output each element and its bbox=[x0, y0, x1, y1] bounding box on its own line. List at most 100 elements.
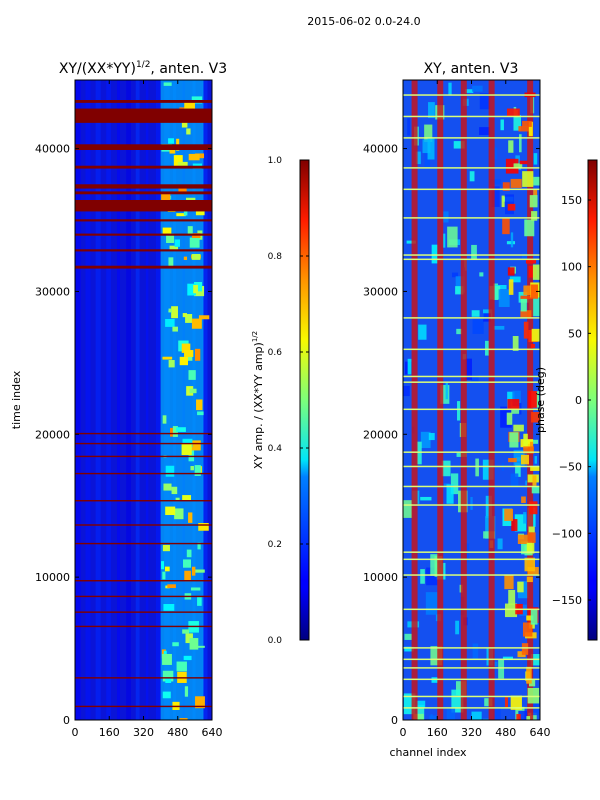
phase-texture-cell bbox=[420, 431, 431, 449]
amplitude-high-cell bbox=[169, 245, 179, 251]
phase-texture-cell bbox=[470, 375, 479, 384]
amplitude-high-cell bbox=[194, 569, 205, 573]
phase-xtick-label: 160 bbox=[427, 726, 448, 739]
amplitude-high-cell bbox=[194, 348, 201, 361]
phase-texture-cell bbox=[500, 406, 512, 428]
amplitude-saturated-band bbox=[75, 524, 212, 526]
amplitude-high-cell bbox=[164, 566, 170, 572]
amplitude-high-cell bbox=[187, 226, 193, 235]
phase-bright-cell bbox=[519, 160, 528, 165]
phase-texture-cell bbox=[406, 240, 416, 244]
amplitude-high-cell bbox=[172, 326, 178, 332]
phase-bright-cell bbox=[508, 458, 517, 463]
amplitude-colorbar-label-main: XY amp. / (XX*YY amp) bbox=[252, 342, 265, 469]
amplitude-saturated-band bbox=[75, 200, 212, 212]
amplitude-texture-column bbox=[85, 80, 91, 720]
phase-bright-cell bbox=[533, 176, 540, 186]
amplitude-high-cell bbox=[197, 597, 202, 606]
amplitude-high-cell bbox=[181, 119, 188, 128]
phase-bright-line bbox=[403, 258, 540, 261]
phase-bright-line bbox=[403, 348, 540, 351]
phase-bright-line bbox=[403, 504, 540, 506]
amplitude-high-cell bbox=[176, 427, 186, 432]
phase-red-stripe bbox=[488, 80, 495, 720]
phase-bright-cell bbox=[521, 496, 526, 503]
phase-texture-cell bbox=[523, 512, 527, 524]
amplitude-high-cell bbox=[182, 313, 188, 318]
phase-texture-cell bbox=[491, 186, 500, 207]
phase-texture-cell bbox=[498, 659, 505, 679]
phase-ytick-label: 0 bbox=[391, 714, 398, 727]
phase-bright-cell bbox=[531, 328, 540, 342]
amplitude-high-cell bbox=[176, 213, 186, 217]
amplitude-high-cell bbox=[163, 82, 172, 86]
phase-texture-cell bbox=[446, 484, 454, 504]
amplitude-high-cell bbox=[168, 138, 174, 144]
phase-bright-cell bbox=[513, 424, 524, 432]
phase-texture-cell bbox=[519, 604, 527, 616]
phase-texture-cell bbox=[451, 272, 459, 278]
phase-texture-cell bbox=[471, 244, 477, 259]
phase-bright-cell bbox=[522, 171, 534, 187]
amplitude-high-cell bbox=[193, 284, 198, 294]
amplitude-saturated-band bbox=[75, 542, 212, 545]
phase-bright-line bbox=[403, 137, 540, 139]
phase-texture-cell bbox=[404, 646, 414, 652]
phase-texture-cell bbox=[429, 715, 438, 720]
phase-texture-cell bbox=[534, 456, 537, 464]
amplitude-high-cell bbox=[171, 306, 178, 319]
amplitude-title-tail: , anten. V3 bbox=[150, 61, 227, 77]
amplitude-saturated-band bbox=[75, 611, 212, 613]
amplitude-ytick-label: 30000 bbox=[35, 285, 70, 298]
phase-texture-cell bbox=[443, 233, 446, 248]
phase-texture-cell bbox=[482, 718, 489, 720]
phase-texture-cell bbox=[403, 693, 416, 715]
phase-bright-cell bbox=[508, 279, 514, 295]
amplitude-high-cell bbox=[198, 315, 210, 320]
phase-texture-cell bbox=[416, 441, 422, 465]
amplitude-texture-column bbox=[145, 80, 149, 720]
phase-bright-line bbox=[403, 574, 540, 576]
phase-texture-cell bbox=[445, 382, 448, 400]
phase-texture-cell bbox=[493, 325, 505, 330]
amplitude-saturated-band bbox=[75, 184, 212, 189]
phase-texture-cell bbox=[479, 127, 491, 135]
phase-texture-cell bbox=[446, 708, 456, 720]
phase-texture-cell bbox=[471, 310, 480, 317]
amplitude-high-cell bbox=[188, 370, 196, 380]
phase-colorbar-label: phase (deg) bbox=[534, 367, 547, 433]
phase-texture-cell bbox=[430, 646, 443, 666]
amplitude-xtick-label: 160 bbox=[99, 726, 120, 739]
phase-texture-cell bbox=[416, 700, 426, 708]
amplitude-texture-column bbox=[156, 80, 161, 720]
phase-bright-cell bbox=[521, 643, 529, 655]
phase-texture-cell bbox=[472, 85, 483, 92]
phase-bright-line bbox=[403, 375, 540, 378]
phase-bright-cell bbox=[520, 298, 527, 312]
phase-ytick-label: 20000 bbox=[363, 428, 398, 441]
amplitude-high-cell bbox=[168, 360, 175, 368]
phase-texture-cell bbox=[455, 286, 464, 295]
phase-bright-cell bbox=[510, 695, 522, 710]
phase-bright-cell bbox=[516, 714, 521, 720]
phase-bright-line bbox=[403, 317, 540, 319]
amplitude-high-cell bbox=[185, 314, 193, 323]
amplitude-ytick-label: 0 bbox=[63, 714, 70, 727]
phase-texture-cell bbox=[510, 232, 514, 248]
phase-texture-cell bbox=[482, 459, 494, 480]
phase-xtick-label: 0 bbox=[400, 726, 407, 739]
amplitude-high-cell bbox=[161, 561, 165, 570]
amplitude-high-cell bbox=[186, 549, 192, 558]
phase-bright-cell bbox=[523, 446, 534, 454]
amplitude-high-cell bbox=[190, 440, 201, 451]
phase-texture-cell bbox=[510, 473, 519, 488]
amplitude-high-cell bbox=[195, 696, 205, 709]
phase-bright-line bbox=[403, 115, 540, 118]
phase-bright-cell bbox=[528, 679, 536, 687]
phase-title: XY, anten. V3 bbox=[424, 61, 519, 77]
amplitude-high-cell bbox=[172, 642, 179, 647]
phase-colorbar-tick-label: 0 bbox=[575, 394, 582, 407]
phase-bright-line bbox=[403, 188, 540, 191]
amplitude-xtick-label: 0 bbox=[72, 726, 79, 739]
amplitude-saturated-band bbox=[75, 500, 212, 502]
